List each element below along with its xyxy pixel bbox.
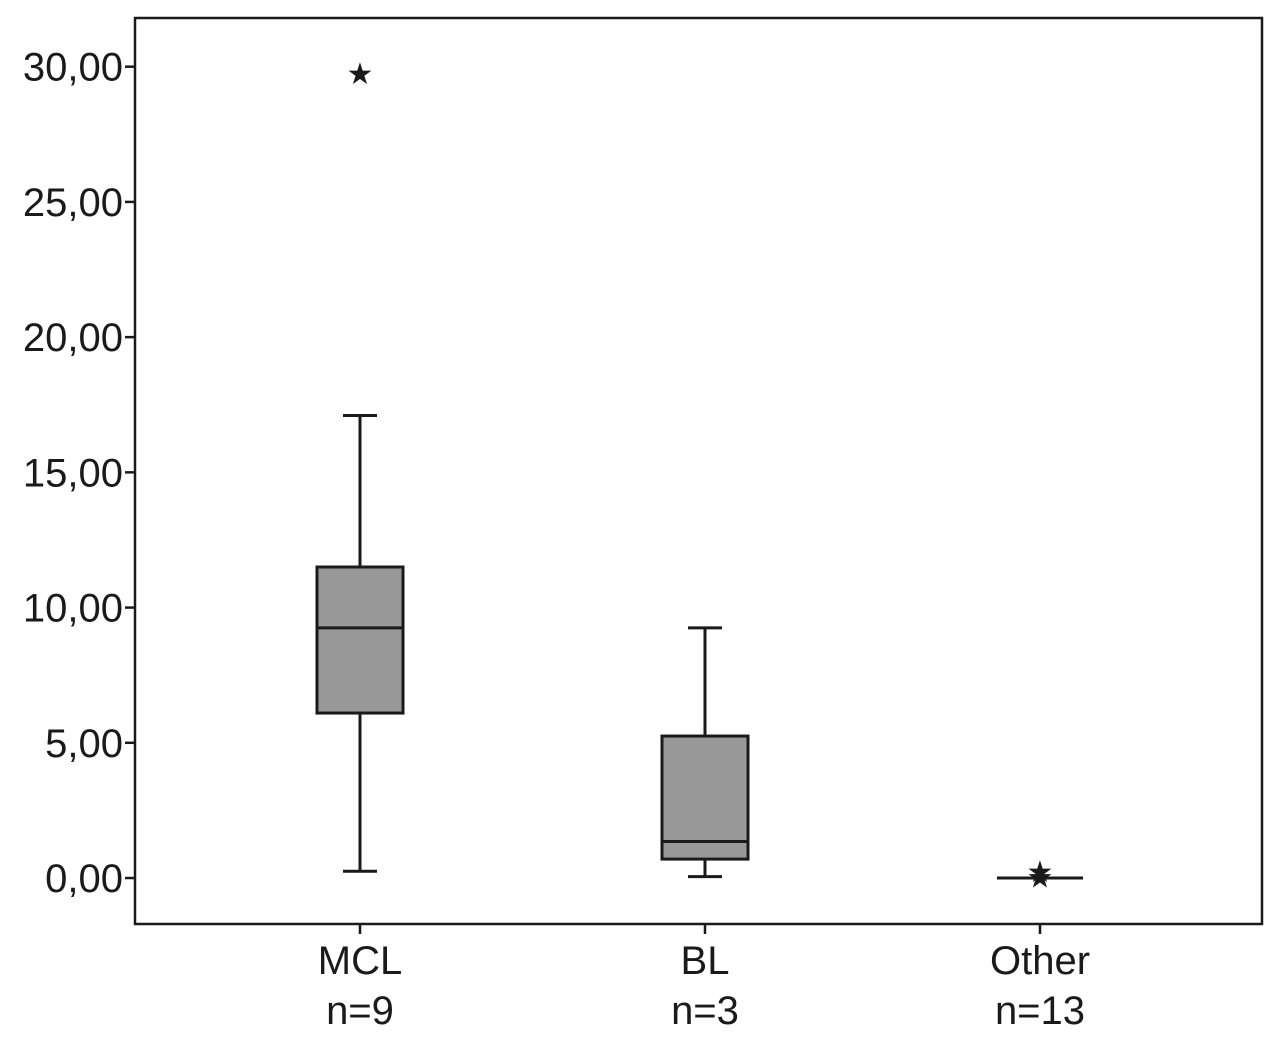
y-tick-label: 10,00 (23, 587, 123, 631)
outlier-marker: ★ (1027, 855, 1054, 890)
y-tick-label: 0,00 (45, 857, 123, 901)
y-axis: 0,00 5,00 10,00 15,00 20,00 25,00 30,00 (23, 46, 135, 901)
iqr-box (315, 565, 405, 715)
y-tick-label: 25,00 (23, 181, 123, 225)
outlier-marker: ★ (1027, 860, 1054, 895)
iqr-box (660, 734, 750, 861)
category-n-label: n=9 (326, 989, 394, 1033)
category-label: MCL (318, 939, 402, 983)
outlier-marker: ★ (347, 57, 374, 92)
category-n-label: n=3 (671, 989, 739, 1033)
y-tick-label: 15,00 (23, 451, 123, 495)
y-tick-label: 20,00 (23, 316, 123, 360)
y-tick-label: 5,00 (45, 722, 123, 766)
plot-frame (133, 16, 1264, 926)
category-label: Other (990, 939, 1090, 983)
category-n-label: n=13 (995, 989, 1085, 1033)
plot-area: ★★★ (315, 57, 1083, 895)
y-tick-label: 30,00 (23, 46, 123, 90)
category-label: BL (681, 939, 730, 983)
x-axis: MCL n=9 BL n=3 Other n=13 (318, 924, 1090, 1033)
